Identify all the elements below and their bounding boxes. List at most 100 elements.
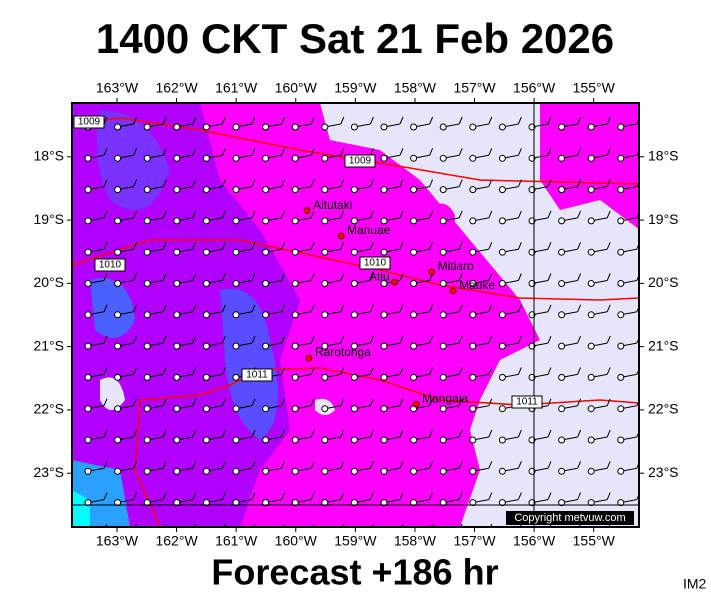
barb-station (321, 154, 329, 162)
barb-station (380, 342, 388, 350)
barb-station (114, 217, 122, 225)
barb-station (84, 467, 92, 475)
barb-feather (133, 116, 138, 125)
barb-feather (606, 242, 611, 250)
barb-feather (429, 242, 434, 250)
barb-station (173, 405, 181, 413)
barb-feather (133, 179, 138, 187)
barb-station (232, 280, 240, 287)
barb-station (202, 123, 210, 131)
barb-feather (458, 461, 463, 469)
barb-feather (517, 461, 522, 469)
barb-feather (399, 210, 404, 219)
barb-station (587, 248, 595, 256)
isobar-labels: 1009 1009 1010 1010 1011 1011 (73, 115, 543, 409)
barb-station (232, 467, 240, 475)
barb-station (321, 499, 329, 507)
barb-feather (549, 523, 552, 527)
x-tick-label: 163°W (96, 533, 139, 549)
barb-station (469, 342, 477, 350)
code: IM2 (683, 576, 707, 592)
barb-station (380, 405, 388, 413)
barb-station (232, 248, 240, 256)
barb-feather (310, 429, 315, 438)
place-label: Aitutaki (313, 198, 352, 212)
barb-feather (547, 492, 552, 500)
barb-station (350, 499, 358, 507)
barb-feather (578, 523, 582, 527)
barb-station (84, 217, 92, 225)
barb-station (84, 499, 92, 507)
barb-feather (340, 398, 345, 406)
barb-feather (458, 367, 463, 375)
barb-station (498, 311, 506, 319)
x-tick-label: 156°W (513, 533, 556, 549)
barb-feather (221, 367, 226, 375)
barb-station (291, 467, 299, 475)
barb-feather (310, 492, 315, 500)
barb-station (498, 123, 506, 131)
barb-feather (310, 179, 315, 187)
barb-feather (340, 492, 345, 500)
barb-station (587, 499, 595, 507)
barb-feather (517, 335, 522, 344)
barb-station (587, 467, 595, 475)
barb-station (617, 467, 625, 475)
barb-feather (103, 461, 108, 469)
barb-feather (429, 492, 434, 500)
barb-station (232, 342, 240, 350)
x-tick-label: 162°W (155, 80, 198, 96)
barb-station (587, 436, 595, 444)
x-tick-label: 162°W (155, 533, 198, 549)
barb-feather (340, 304, 345, 312)
barb-feather (488, 367, 493, 375)
barb-station (203, 531, 209, 537)
barb-feather (340, 179, 345, 187)
barb-feather (606, 429, 611, 438)
label-box (511, 395, 543, 409)
barb-station (410, 186, 418, 194)
barb-feather (281, 273, 286, 281)
barb-station (617, 436, 625, 444)
barb-station (291, 154, 299, 162)
barb-feather (429, 304, 434, 312)
barb-feather (221, 461, 226, 469)
barb-feather (458, 273, 463, 281)
barb-station (322, 531, 328, 537)
place-label: Mauke (459, 278, 495, 292)
barb-feather (429, 116, 434, 125)
barb-feather (281, 148, 286, 156)
barb-feather (251, 335, 256, 344)
barb-station (173, 499, 181, 507)
barb-feather (577, 116, 582, 125)
x-tick-label: 161°W (215, 533, 258, 549)
barb-station (350, 186, 358, 194)
barb-feather (162, 304, 167, 312)
barb-feather (488, 242, 493, 250)
barb-feather (251, 116, 256, 125)
place-label: Mangaia (422, 391, 468, 405)
barb-station (380, 186, 388, 194)
barb-station (558, 436, 566, 444)
barb-feather (162, 273, 167, 281)
y-tick-label: 18°S (648, 147, 679, 163)
barb-station (143, 280, 151, 287)
barb-station (558, 186, 566, 194)
barb-feather (429, 179, 434, 187)
barb-feather (162, 335, 167, 344)
barb-station (143, 373, 151, 381)
barb-feather (281, 116, 286, 125)
barb-feather (577, 461, 582, 469)
barb-station (469, 217, 477, 225)
barb-station (321, 186, 329, 194)
x-tick-label: 160°W (275, 533, 318, 549)
barb-station (498, 373, 506, 381)
barb-feather (162, 148, 167, 156)
barb-station (321, 280, 329, 287)
barb-station (173, 467, 181, 475)
barb-feather (606, 461, 611, 469)
barb-feather (221, 116, 226, 125)
barb-feather (460, 523, 463, 527)
barb-station (617, 123, 625, 131)
barb-feather (399, 461, 404, 469)
